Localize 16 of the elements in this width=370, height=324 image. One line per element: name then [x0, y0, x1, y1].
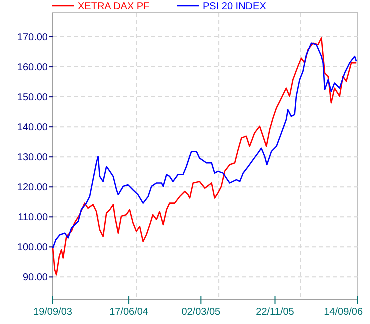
y-tick-label: 140.00 — [17, 122, 48, 134]
y-tick-label: 130.00 — [17, 152, 48, 164]
x-tick-label: 14/09/06 — [324, 307, 364, 318]
y-tick-label: 150.00 — [17, 92, 48, 104]
y-tick-label: 90.00 — [22, 272, 48, 284]
y-tick-label: 120.00 — [17, 182, 48, 194]
x-tick-label: 02/03/05 — [182, 307, 222, 318]
y-tick-label: 170.00 — [17, 32, 48, 44]
y-tick-label: 110.00 — [18, 212, 48, 224]
legend-label: PSI 20 INDEX — [203, 2, 267, 12]
x-tick-label: 22/11/05 — [256, 307, 295, 318]
legend-label: XETRA DAX PF — [78, 2, 150, 12]
x-tick-label: 17/06/04 — [110, 307, 149, 318]
x-tick-label: 19/09/03 — [34, 307, 73, 318]
y-tick-label: 160.00 — [17, 62, 48, 74]
y-tick-label: 100.00 — [17, 242, 48, 254]
